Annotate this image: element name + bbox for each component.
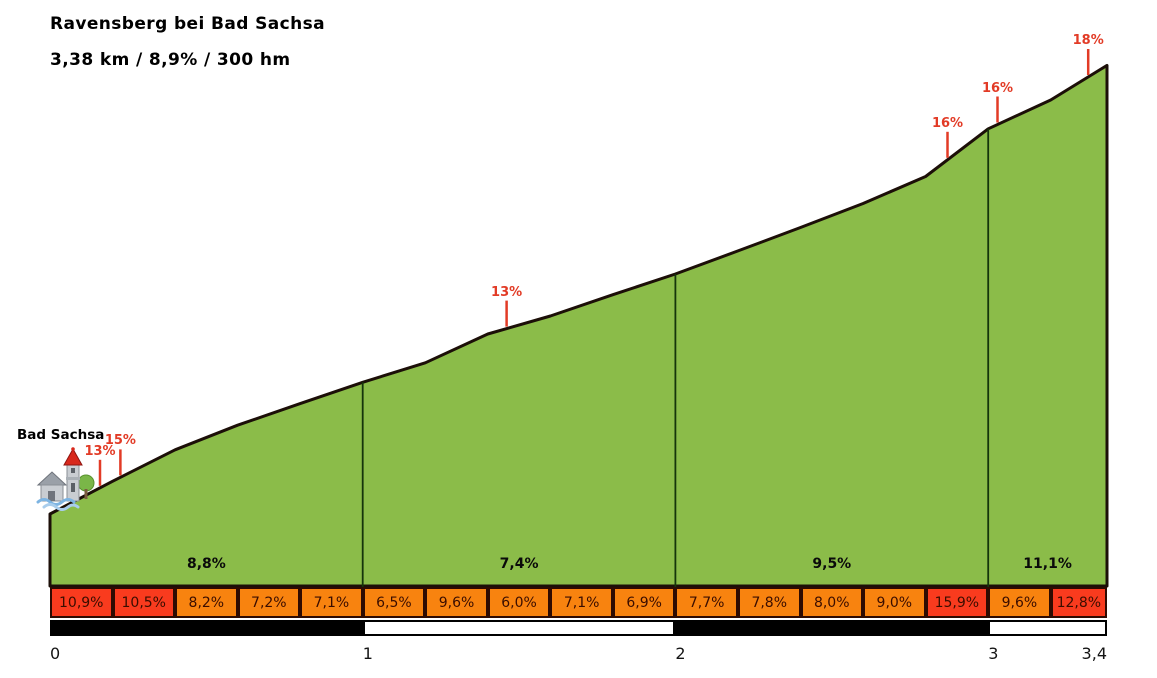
gradient-segment-value: 6,9% bbox=[626, 594, 662, 611]
tree-trunk bbox=[84, 489, 88, 499]
km-band bbox=[362, 620, 676, 636]
gradient-segment-box: 8,2% bbox=[175, 587, 238, 618]
x-axis-tick-label: 0 bbox=[50, 644, 61, 663]
gradient-segment-box: 6,5% bbox=[362, 587, 426, 618]
gradient-segment-box: 9,0% bbox=[863, 587, 926, 618]
gradient-marker-label: 16% bbox=[981, 80, 1014, 96]
gradient-segment-value: 7,8% bbox=[751, 594, 788, 611]
chart-title: Ravensberg bei Bad Sachsa bbox=[50, 14, 326, 34]
gradient-segment-box: 7,7% bbox=[675, 587, 738, 618]
gradient-segment-box: 12,8% bbox=[1050, 587, 1107, 618]
gradient-segment-value: 7,1% bbox=[563, 594, 600, 611]
km-average-label: 7,4% bbox=[499, 556, 539, 572]
x-axis-tick-label: 2 bbox=[675, 644, 686, 663]
gradient-segment-value: 6,0% bbox=[501, 594, 537, 611]
gradient-marker-label: 13% bbox=[491, 284, 523, 300]
km-band bbox=[988, 620, 1107, 636]
gradient-segment-value: 9,6% bbox=[438, 594, 475, 611]
km-average-label: 9,5% bbox=[812, 556, 852, 572]
gradient-segment-box: 9,6% bbox=[425, 587, 488, 618]
x-axis-tick-label: 3 bbox=[988, 644, 999, 663]
gradient-segment-value: 9,6% bbox=[1001, 594, 1038, 611]
chart-subtitle: 3,38 km / 8,9% / 300 hm bbox=[50, 50, 291, 70]
gradient-segment-value: 7,1% bbox=[313, 594, 350, 611]
start-town-label: Bad Sachsa bbox=[17, 427, 105, 443]
gradient-marker-label: 18% bbox=[1072, 33, 1104, 48]
km-band bbox=[50, 620, 363, 636]
gradient-segment-value: 10,9% bbox=[59, 594, 104, 611]
x-axis-tick-label: 3,4 bbox=[1081, 644, 1107, 663]
tower-window bbox=[71, 468, 75, 473]
km-average-label: 11,1% bbox=[1023, 556, 1072, 572]
gradient-segment-box: 6,0% bbox=[487, 587, 551, 618]
gradient-segment-box: 8,0% bbox=[800, 587, 863, 618]
house-roof bbox=[36, 471, 68, 486]
church-spire bbox=[63, 447, 83, 466]
gradient-segment-box: 10,5% bbox=[112, 587, 175, 618]
tower-window bbox=[71, 483, 75, 492]
tree-crown bbox=[77, 474, 95, 492]
spire-finial bbox=[71, 447, 75, 451]
gradient-segment-value: 7,2% bbox=[251, 594, 287, 611]
gradient-marker-label: 13% bbox=[84, 443, 116, 459]
gradient-segment-value: 10,5% bbox=[121, 594, 166, 611]
gradient-segment-value: 9,0% bbox=[876, 594, 913, 611]
gradient-segment-box: 9,6% bbox=[988, 587, 1051, 618]
village-church-icon bbox=[36, 447, 95, 511]
gradient-marker-label: 15% bbox=[104, 433, 136, 449]
gradient-segment-box: 7,1% bbox=[300, 587, 363, 618]
gradient-segment-box: 7,2% bbox=[237, 587, 301, 618]
gradient-segment-value: 15,9% bbox=[934, 594, 980, 611]
gradient-segment-box: 15,9% bbox=[925, 587, 989, 618]
gradient-segment-box: 6,9% bbox=[612, 587, 676, 618]
gradient-marker-label: 16% bbox=[931, 115, 964, 131]
gradient-segment-value: 8,0% bbox=[813, 594, 850, 611]
house-door bbox=[48, 491, 55, 501]
gradient-segment-value: 6,5% bbox=[376, 594, 412, 611]
gradient-segment-box: 10,9% bbox=[50, 587, 113, 618]
km-band bbox=[675, 620, 989, 636]
gradient-segment-value: 8,2% bbox=[188, 594, 225, 611]
gradient-segment-box: 7,8% bbox=[738, 587, 801, 618]
gradient-segment-box: 7,1% bbox=[550, 587, 613, 618]
km-average-label: 8,8% bbox=[186, 556, 226, 572]
water-wave bbox=[36, 498, 76, 506]
water-wave bbox=[42, 503, 80, 511]
gradient-segment-value: 7,7% bbox=[688, 594, 725, 611]
gradient-segment-value: 12,8% bbox=[1056, 594, 1102, 611]
profile-area bbox=[48, 63, 1109, 588]
tower-ledge bbox=[66, 477, 80, 480]
x-axis-tick-label: 1 bbox=[362, 644, 373, 663]
